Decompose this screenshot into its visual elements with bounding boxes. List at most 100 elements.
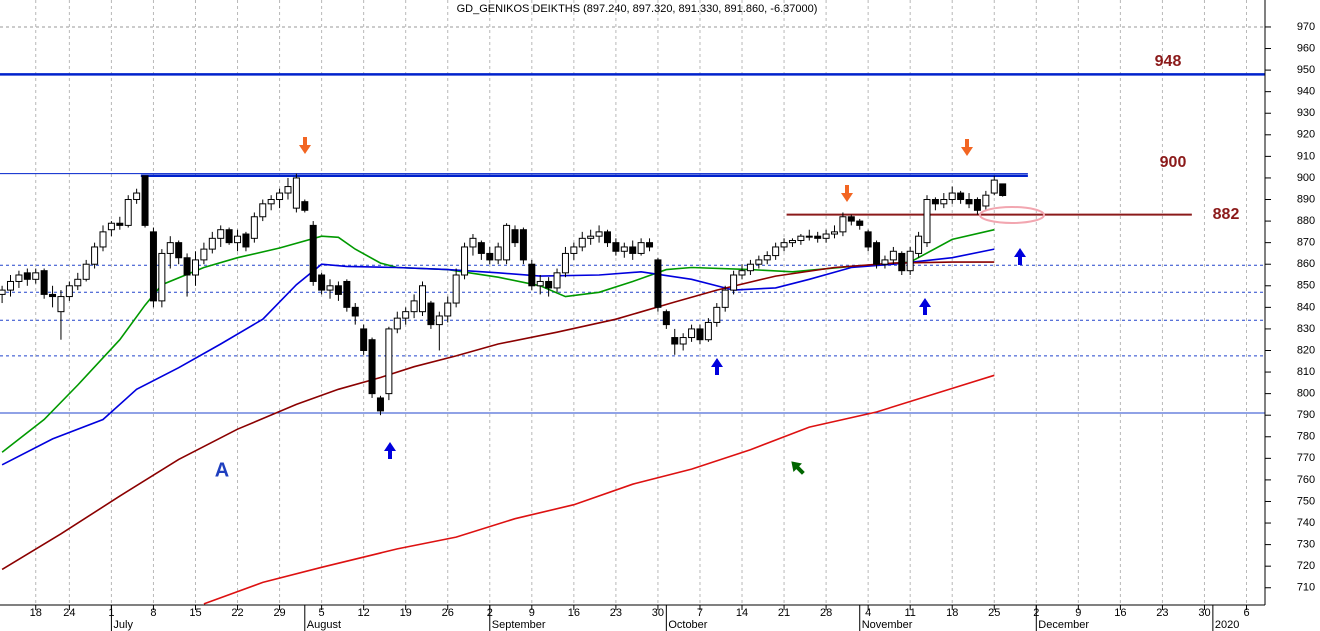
candle-body	[637, 242, 645, 254]
highlight-ellipse	[979, 206, 1045, 224]
x-tick-label: 5	[319, 607, 325, 619]
candle-body	[410, 300, 418, 313]
up-left-arrow	[791, 461, 805, 475]
candle-body	[873, 242, 881, 265]
candle-body	[149, 231, 157, 302]
y-tick-label: 870	[1297, 237, 1315, 249]
candle-body	[99, 231, 107, 248]
candle-body	[805, 235, 813, 238]
x-tick-label: 18	[30, 607, 42, 619]
candle-body	[906, 250, 914, 272]
candle-body	[402, 311, 410, 319]
candle-body	[15, 274, 23, 282]
candle-body	[578, 237, 586, 248]
candle-body	[494, 246, 502, 261]
up-arrow	[711, 358, 723, 375]
month-label: November	[862, 619, 913, 631]
x-tick-label: 23	[610, 607, 622, 619]
candle-body	[662, 311, 670, 326]
y-tick-label: 710	[1297, 582, 1315, 594]
x-tick-label: 9	[529, 607, 535, 619]
candle-body	[931, 199, 939, 205]
x-tick-label: 29	[273, 607, 285, 619]
candle-body	[511, 229, 519, 244]
candle-body	[217, 229, 225, 239]
candle-body	[982, 194, 990, 207]
candle-body	[469, 237, 477, 248]
candle-body	[49, 293, 57, 298]
candle-body	[629, 246, 637, 254]
candle-body	[175, 242, 183, 259]
y-tick-label: 770	[1297, 452, 1315, 464]
x-tick-label: 26	[442, 607, 454, 619]
candle-body	[225, 229, 233, 244]
wave-label: A	[215, 459, 229, 481]
candle-body	[318, 274, 326, 291]
candle-body	[688, 328, 696, 339]
candle-body	[276, 192, 284, 201]
candle-body	[671, 337, 679, 345]
x-tick-label: 9	[1075, 607, 1081, 619]
candle-body	[461, 246, 469, 276]
candle-body	[301, 201, 309, 211]
candle-body	[57, 296, 65, 313]
down-arrow	[841, 185, 853, 202]
y-tick-label: 730	[1297, 539, 1315, 551]
candle-body	[915, 235, 923, 254]
candle-body	[91, 246, 99, 265]
candle-body	[452, 274, 460, 304]
y-tick-label: 750	[1297, 495, 1315, 507]
candle-body	[133, 192, 141, 201]
x-tick-label: 30	[1198, 607, 1210, 619]
month-label: 2020	[1215, 619, 1239, 631]
candle-body	[679, 337, 687, 345]
candle-body	[696, 328, 704, 341]
y-tick-label: 930	[1297, 107, 1315, 119]
candle-body	[284, 186, 292, 194]
candle-body	[864, 231, 872, 248]
candle-body	[141, 175, 149, 226]
candle-body	[166, 242, 174, 254]
candle-body	[74, 278, 82, 287]
candle-body	[32, 272, 40, 280]
candle-body	[82, 263, 90, 280]
candle-body	[427, 302, 435, 326]
candle-body	[0, 289, 6, 295]
candle-body	[780, 242, 788, 248]
up-arrow	[1014, 248, 1026, 265]
candle-body	[326, 285, 334, 291]
y-tick-label: 880	[1297, 215, 1315, 227]
down-arrow	[961, 139, 973, 156]
candle-body	[242, 233, 250, 248]
level-label: 900	[1160, 154, 1187, 171]
month-label: September	[492, 619, 546, 631]
candle-body	[570, 246, 578, 254]
y-tick-label: 760	[1297, 474, 1315, 486]
candle-body	[309, 224, 317, 282]
x-tick-label: 25	[988, 607, 1000, 619]
candle-body	[360, 328, 368, 351]
candle-body	[200, 248, 208, 261]
candle-body	[561, 252, 569, 274]
candle-body	[7, 280, 15, 291]
y-tick-label: 810	[1297, 366, 1315, 378]
candle-body	[23, 272, 31, 280]
candle-body	[603, 231, 611, 244]
moving-average	[1, 261, 995, 571]
candle-body	[788, 239, 796, 244]
x-tick-label: 30	[652, 607, 664, 619]
candle-body	[503, 224, 511, 261]
x-tick-label: 28	[820, 607, 832, 619]
candle-body	[40, 270, 48, 295]
y-tick-label: 790	[1297, 409, 1315, 421]
y-tick-label: 860	[1297, 258, 1315, 270]
month-label: October	[668, 619, 707, 631]
candle-body	[738, 270, 746, 276]
candle-body	[343, 280, 351, 308]
candle-body	[797, 235, 805, 241]
candle-body	[704, 321, 712, 341]
candle-body	[267, 199, 275, 205]
x-tick-label: 8	[150, 607, 156, 619]
candle-body	[620, 246, 628, 252]
